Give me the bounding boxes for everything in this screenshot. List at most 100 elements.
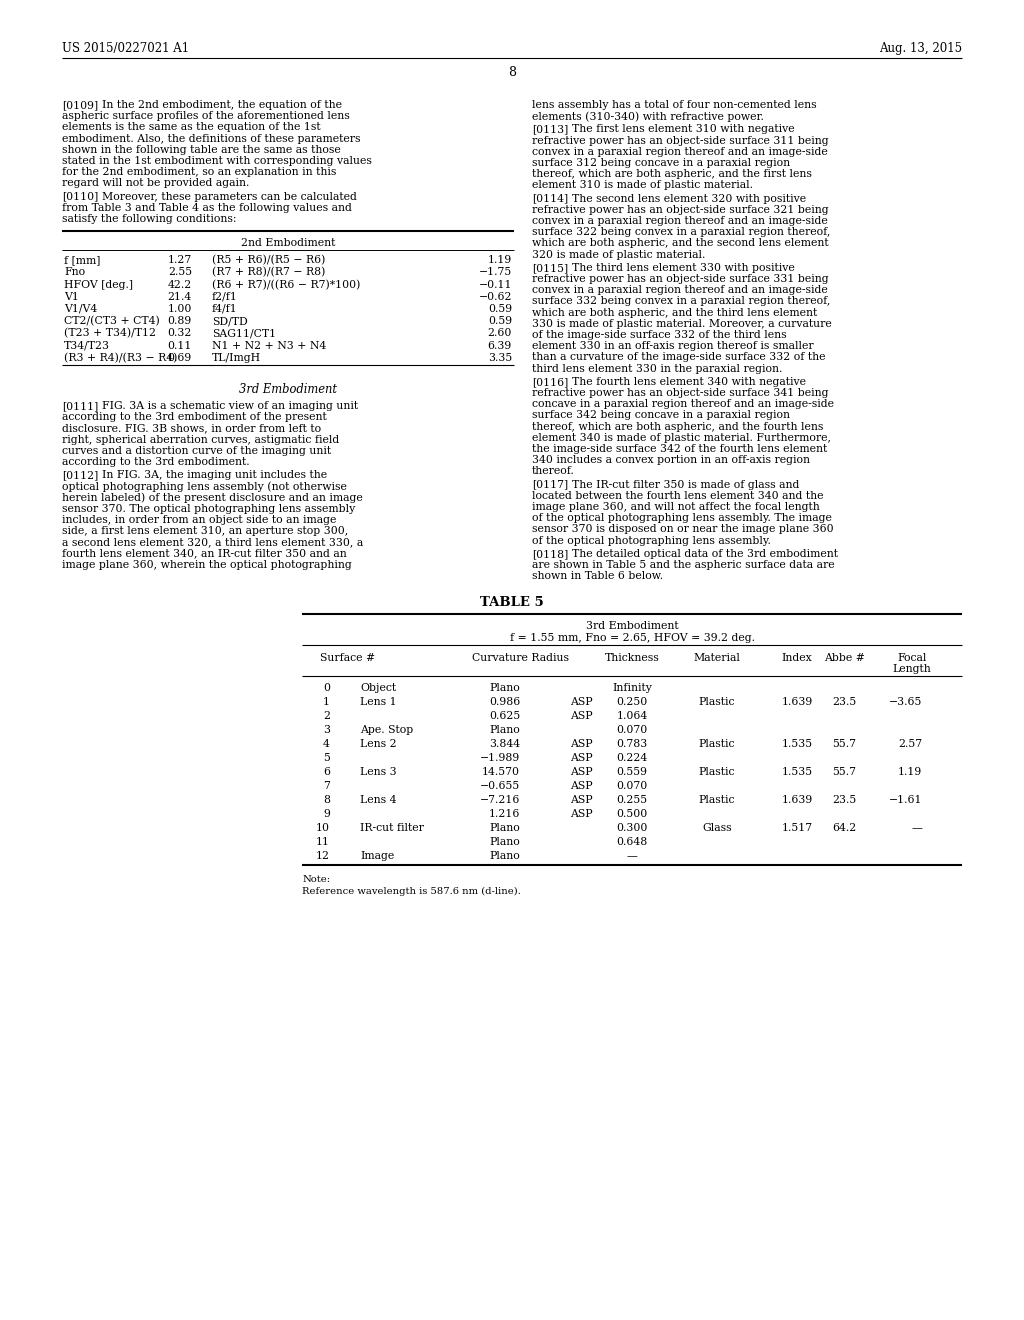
Text: 64.2: 64.2 <box>831 824 856 833</box>
Text: than a curvature of the image-side surface 332 of the: than a curvature of the image-side surfa… <box>532 352 825 363</box>
Text: 1.00: 1.00 <box>168 304 193 314</box>
Text: element 310 is made of plastic material.: element 310 is made of plastic material. <box>532 181 753 190</box>
Text: —: — <box>627 851 637 862</box>
Text: HFOV [deg.]: HFOV [deg.] <box>63 280 133 289</box>
Text: The third lens element 330 with positive: The third lens element 330 with positive <box>572 263 795 273</box>
Text: 340 includes a convex portion in an off-axis region: 340 includes a convex portion in an off-… <box>532 455 810 465</box>
Text: the image-side surface 342 of the fourth lens element: the image-side surface 342 of the fourth… <box>532 444 827 454</box>
Text: (R5 + R6)/(R5 − R6): (R5 + R6)/(R5 − R6) <box>212 255 326 265</box>
Text: convex in a paraxial region thereof and an image-side: convex in a paraxial region thereof and … <box>532 285 827 296</box>
Text: 1.517: 1.517 <box>781 824 813 833</box>
Text: The detailed optical data of the 3rd embodiment: The detailed optical data of the 3rd emb… <box>572 549 838 558</box>
Text: (R6 + R7)/((R6 − R7)*100): (R6 + R7)/((R6 − R7)*100) <box>212 280 360 290</box>
Text: 0.250: 0.250 <box>616 697 647 708</box>
Text: Plastic: Plastic <box>698 767 735 777</box>
Text: −0.11: −0.11 <box>478 280 512 289</box>
Text: Reference wavelength is 587.6 nm (d-line).: Reference wavelength is 587.6 nm (d-line… <box>302 887 521 895</box>
Text: [0114]: [0114] <box>532 194 568 203</box>
Text: of the image-side surface 332 of the third lens: of the image-side surface 332 of the thi… <box>532 330 786 341</box>
Text: 10: 10 <box>316 824 330 833</box>
Text: sensor 370. The optical photographing lens assembly: sensor 370. The optical photographing le… <box>62 504 355 513</box>
Text: ASP: ASP <box>570 781 593 792</box>
Text: Focal: Focal <box>897 653 927 664</box>
Text: third lens element 330 in the paraxial region.: third lens element 330 in the paraxial r… <box>532 363 782 374</box>
Text: SD/TD: SD/TD <box>212 317 248 326</box>
Text: 0.500: 0.500 <box>616 809 647 820</box>
Text: ASP: ASP <box>570 767 593 777</box>
Text: (R7 + R8)/(R7 − R8): (R7 + R8)/(R7 − R8) <box>212 268 326 277</box>
Text: Lens 1: Lens 1 <box>360 697 396 708</box>
Text: f2/f1: f2/f1 <box>212 292 238 302</box>
Text: 1.19: 1.19 <box>487 255 512 265</box>
Text: convex in a paraxial region thereof and an image-side: convex in a paraxial region thereof and … <box>532 147 827 157</box>
Text: Moreover, these parameters can be calculated: Moreover, these parameters can be calcul… <box>102 191 357 202</box>
Text: 2.57: 2.57 <box>898 739 922 750</box>
Text: 1.535: 1.535 <box>781 767 813 777</box>
Text: embodiment. Also, the definitions of these parameters: embodiment. Also, the definitions of the… <box>62 133 360 144</box>
Text: for the 2nd embodiment, so an explanation in this: for the 2nd embodiment, so an explanatio… <box>62 168 336 177</box>
Text: curves and a distortion curve of the imaging unit: curves and a distortion curve of the ima… <box>62 446 331 455</box>
Text: −7.216: −7.216 <box>479 796 520 805</box>
Text: 12: 12 <box>316 851 330 862</box>
Text: 2nd Embodiment: 2nd Embodiment <box>241 238 335 248</box>
Text: 0.32: 0.32 <box>168 329 193 338</box>
Text: [0109]: [0109] <box>62 100 98 110</box>
Text: 3.35: 3.35 <box>487 352 512 363</box>
Text: 1.27: 1.27 <box>168 255 193 265</box>
Text: are shown in Table 5 and the aspheric surface data are: are shown in Table 5 and the aspheric su… <box>532 560 835 570</box>
Text: from Table 3 and Table 4 as the following values and: from Table 3 and Table 4 as the followin… <box>62 203 352 213</box>
Text: [0111]: [0111] <box>62 401 98 411</box>
Text: side, a first lens element 310, an aperture stop 300,: side, a first lens element 310, an apert… <box>62 527 348 536</box>
Text: The first lens element 310 with negative: The first lens element 310 with negative <box>572 124 795 135</box>
Text: 0.783: 0.783 <box>616 739 647 750</box>
Text: [0110]: [0110] <box>62 191 98 202</box>
Text: TABLE 5: TABLE 5 <box>480 597 544 610</box>
Text: 0.89: 0.89 <box>168 317 193 326</box>
Text: The fourth lens element 340 with negative: The fourth lens element 340 with negativ… <box>572 376 806 387</box>
Text: 1.064: 1.064 <box>616 711 647 722</box>
Text: Lens 2: Lens 2 <box>360 739 396 750</box>
Text: image plane 360, and will not affect the focal length: image plane 360, and will not affect the… <box>532 502 820 512</box>
Text: [0115]: [0115] <box>532 263 568 273</box>
Text: Object: Object <box>360 684 396 693</box>
Text: elements (310-340) with refractive power.: elements (310-340) with refractive power… <box>532 111 764 121</box>
Text: herein labeled) of the present disclosure and an image: herein labeled) of the present disclosur… <box>62 492 362 503</box>
Text: N1 + N2 + N3 + N4: N1 + N2 + N3 + N4 <box>212 341 327 351</box>
Text: concave in a paraxial region thereof and an image-side: concave in a paraxial region thereof and… <box>532 399 834 409</box>
Text: thereof, which are both aspheric, and the first lens: thereof, which are both aspheric, and th… <box>532 169 812 180</box>
Text: 320 is made of plastic material.: 320 is made of plastic material. <box>532 249 706 260</box>
Text: lens assembly has a total of four non-cemented lens: lens assembly has a total of four non-ce… <box>532 100 816 110</box>
Text: 7: 7 <box>324 781 330 792</box>
Text: 0.224: 0.224 <box>616 754 647 763</box>
Text: Plano: Plano <box>489 851 520 862</box>
Text: ASP: ASP <box>570 754 593 763</box>
Text: 1.639: 1.639 <box>781 697 813 708</box>
Text: 23.5: 23.5 <box>831 796 856 805</box>
Text: 8: 8 <box>508 66 516 79</box>
Text: −1.75: −1.75 <box>479 268 512 277</box>
Text: surface 342 being concave in a paraxial region: surface 342 being concave in a paraxial … <box>532 411 790 420</box>
Text: stated in the 1st embodiment with corresponding values: stated in the 1st embodiment with corres… <box>62 156 372 166</box>
Text: thereof.: thereof. <box>532 466 574 477</box>
Text: which are both aspheric, and the third lens element: which are both aspheric, and the third l… <box>532 308 817 318</box>
Text: 6: 6 <box>323 767 330 777</box>
Text: [0112]: [0112] <box>62 470 98 480</box>
Text: refractive power has an object-side surface 341 being: refractive power has an object-side surf… <box>532 388 828 399</box>
Text: 0.11: 0.11 <box>168 341 193 351</box>
Text: 23.5: 23.5 <box>831 697 856 708</box>
Text: includes, in order from an object side to an image: includes, in order from an object side t… <box>62 515 336 525</box>
Text: [0116]: [0116] <box>532 376 568 387</box>
Text: 55.7: 55.7 <box>831 739 856 750</box>
Text: surface 312 being concave in a paraxial region: surface 312 being concave in a paraxial … <box>532 158 791 168</box>
Text: IR-cut filter: IR-cut filter <box>360 824 424 833</box>
Text: fourth lens element 340, an IR-cut filter 350 and an: fourth lens element 340, an IR-cut filte… <box>62 549 347 558</box>
Text: 2: 2 <box>323 711 330 722</box>
Text: 1: 1 <box>323 697 330 708</box>
Text: 42.2: 42.2 <box>168 280 193 289</box>
Text: f [mm]: f [mm] <box>63 255 100 265</box>
Text: Length: Length <box>893 664 932 675</box>
Text: −0.655: −0.655 <box>480 781 520 792</box>
Text: shown in Table 6 below.: shown in Table 6 below. <box>532 572 664 581</box>
Text: 5: 5 <box>324 754 330 763</box>
Text: (R3 + R4)/(R3 − R4): (R3 + R4)/(R3 − R4) <box>63 352 177 363</box>
